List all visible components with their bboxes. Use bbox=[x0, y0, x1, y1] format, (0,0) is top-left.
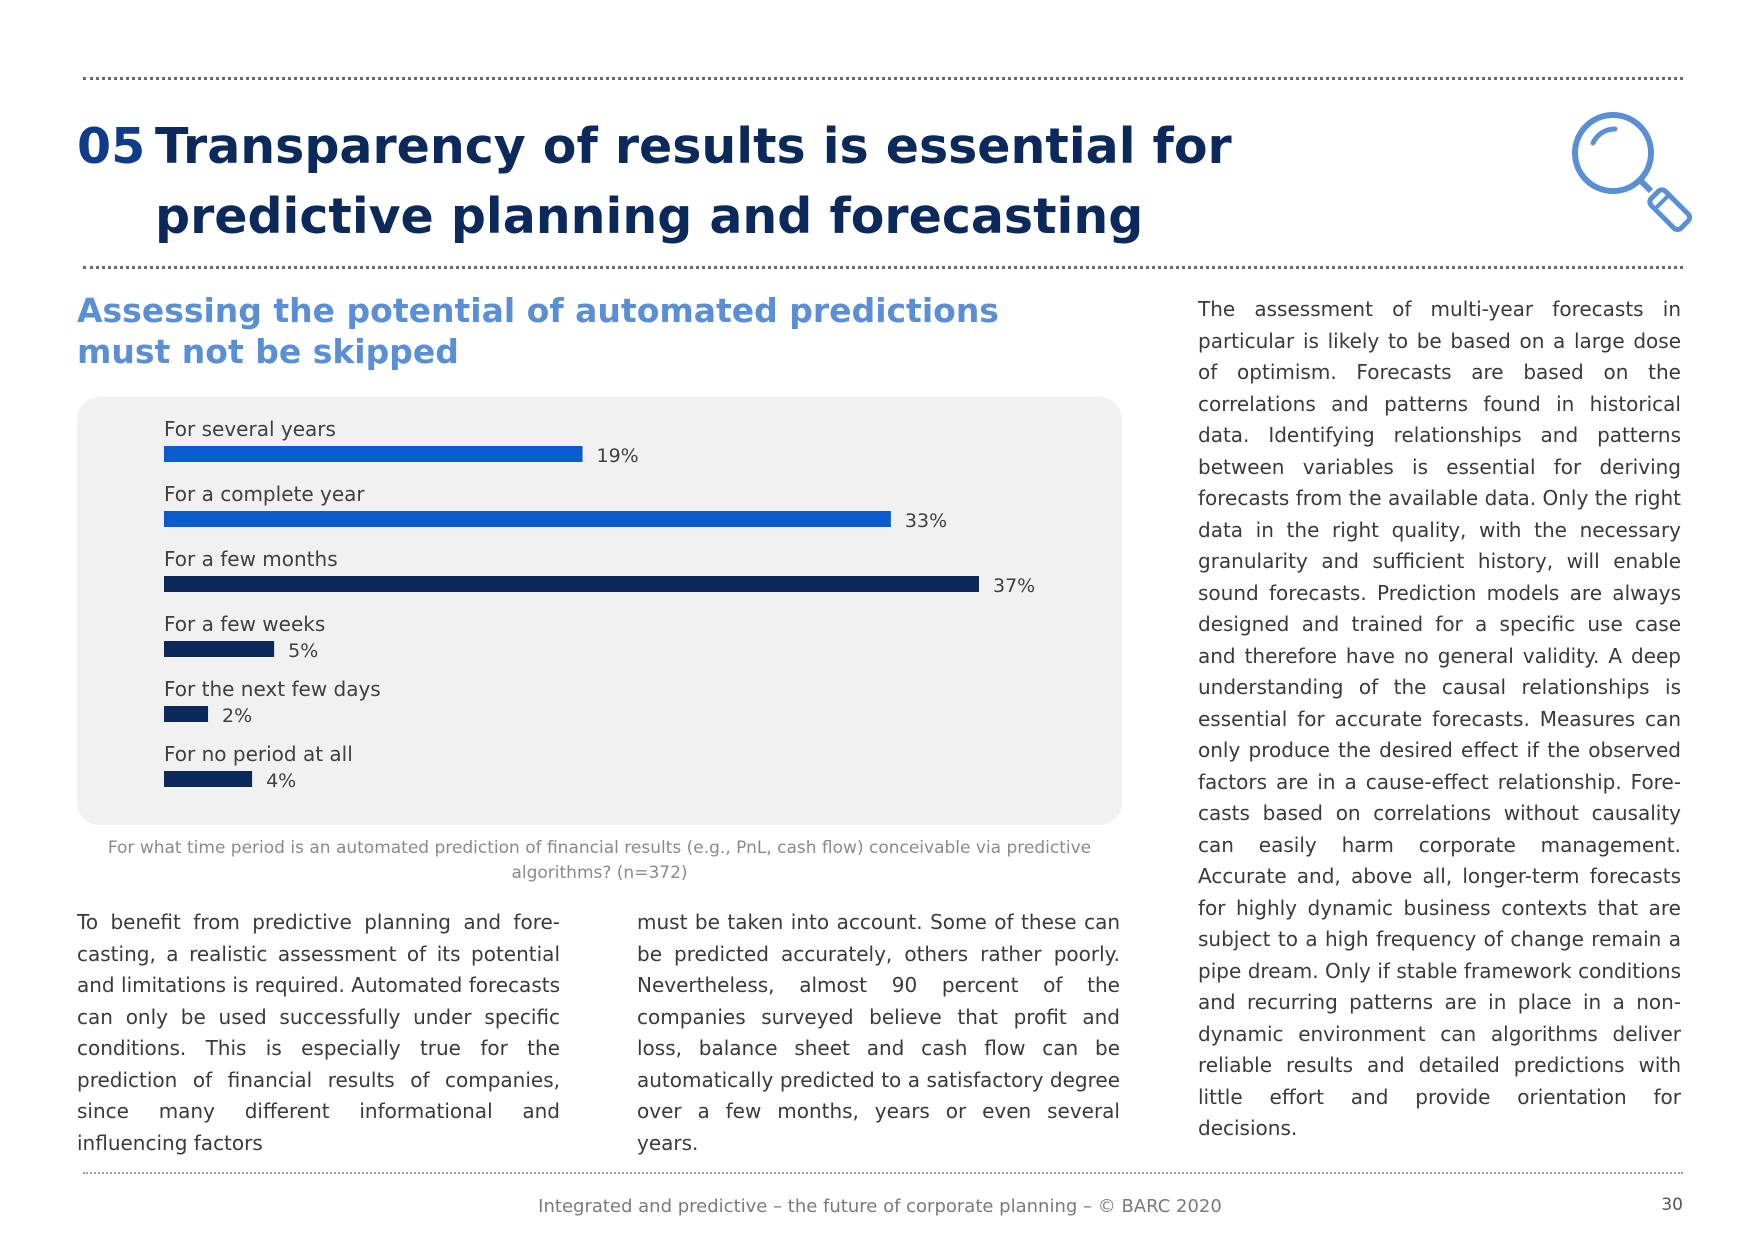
bar bbox=[164, 576, 979, 592]
top-divider bbox=[83, 77, 1683, 80]
category-label: For no period at all bbox=[164, 742, 353, 766]
chart-panel: For several years 19% For a complete year 3… bbox=[77, 397, 1122, 825]
magnifier-icon bbox=[1572, 112, 1693, 233]
footer-text: Integrated and predictive – the future o… bbox=[538, 1196, 1222, 1217]
category-label: For a complete year bbox=[164, 482, 365, 506]
value-label: 2% bbox=[222, 705, 252, 727]
category-label: For a few weeks bbox=[164, 612, 325, 636]
body-text-right: The assessment of multi-year forecasts i… bbox=[1198, 297, 1681, 1140]
category-label: For the next few days bbox=[164, 677, 381, 701]
section-subtitle: Assessing the potential of automated pre… bbox=[77, 291, 999, 371]
value-label: 19% bbox=[597, 445, 639, 467]
body-text-middle: must be taken into account. Some of thes… bbox=[637, 910, 1120, 1155]
footer-divider bbox=[83, 1172, 1683, 1174]
bar bbox=[164, 641, 275, 657]
section-title: Transparency of results is essential for… bbox=[155, 118, 1232, 245]
bar bbox=[164, 446, 583, 462]
bar bbox=[164, 511, 891, 527]
value-label: 5% bbox=[288, 640, 318, 662]
bar bbox=[164, 706, 209, 722]
category-label: For a few months bbox=[164, 547, 338, 571]
bar bbox=[164, 771, 253, 787]
title-divider bbox=[83, 266, 1683, 269]
section-number: 05 bbox=[77, 118, 146, 175]
value-label: 37% bbox=[993, 575, 1035, 597]
category-label: For several years bbox=[164, 417, 336, 441]
chart-question: For what time period is an automated pre… bbox=[107, 838, 1092, 883]
value-label: 4% bbox=[266, 770, 296, 792]
page-number: 30 bbox=[1661, 1195, 1683, 1215]
bar-chart: For several years 19% For a complete year 3… bbox=[164, 417, 1035, 792]
page-title: 05 Transparency of results is essential … bbox=[77, 112, 1377, 252]
body-text-left: To benefit from predictive planning and … bbox=[77, 910, 560, 1155]
value-label: 33% bbox=[905, 510, 947, 532]
